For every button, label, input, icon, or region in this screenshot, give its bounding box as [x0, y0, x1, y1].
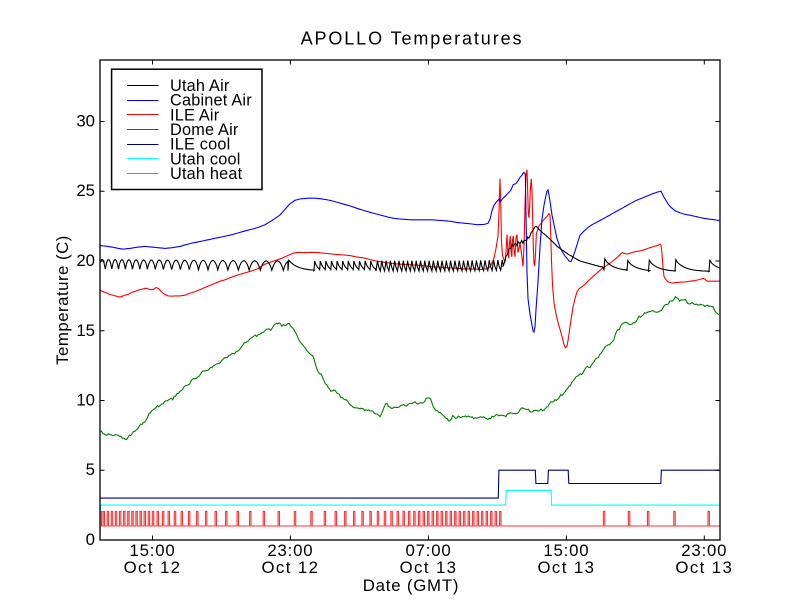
svg-text:ILE cool: ILE cool	[170, 136, 230, 154]
svg-text:ILE Air: ILE Air	[170, 106, 220, 124]
svg-text:Temperature (C): Temperature (C)	[53, 235, 72, 365]
svg-text:Dome Air: Dome Air	[170, 121, 239, 139]
svg-text:APOLLO Temperatures: APOLLO Temperatures	[301, 28, 524, 48]
svg-text:07:00: 07:00	[406, 541, 452, 560]
svg-text:23:00: 23:00	[267, 541, 313, 560]
svg-text:Oct 12: Oct 12	[261, 558, 319, 577]
svg-text:Cabinet Air: Cabinet Air	[170, 92, 252, 110]
svg-text:Date (GMT): Date (GMT)	[363, 576, 460, 595]
svg-text:Utah heat: Utah heat	[170, 165, 243, 183]
svg-text:Oct 13: Oct 13	[400, 558, 458, 577]
svg-text:23:00: 23:00	[681, 541, 727, 560]
svg-text:0: 0	[86, 530, 95, 549]
svg-text:5: 5	[86, 460, 95, 479]
svg-text:Oct 12: Oct 12	[124, 558, 182, 577]
svg-text:15:00: 15:00	[130, 541, 176, 560]
svg-text:20: 20	[76, 251, 95, 270]
svg-text:Utah Air: Utah Air	[170, 77, 230, 95]
svg-text:Oct 13: Oct 13	[675, 558, 733, 577]
svg-text:25: 25	[76, 181, 95, 200]
svg-text:30: 30	[76, 112, 95, 131]
svg-text:Utah cool: Utah cool	[170, 150, 241, 168]
svg-text:15:00: 15:00	[543, 541, 589, 560]
svg-text:Oct 13: Oct 13	[537, 558, 595, 577]
svg-text:15: 15	[76, 321, 95, 340]
svg-text:10: 10	[76, 391, 95, 410]
